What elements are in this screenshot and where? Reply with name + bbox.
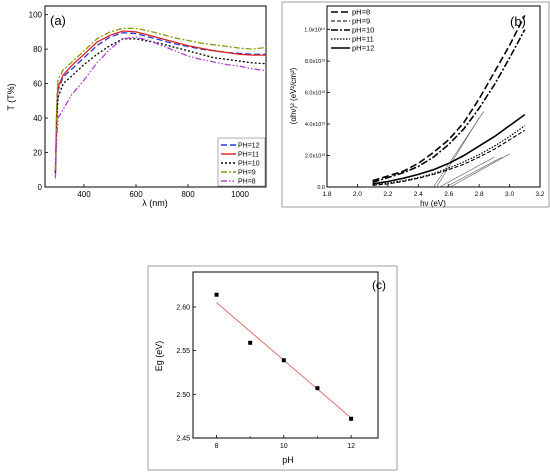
panel-a-legend-box [217,137,266,187]
panel-b-tangent-line [439,156,495,188]
panel-a-xtick-label: 400 [77,190,91,199]
panel-b-xtick-label: 1.8 [322,191,331,198]
panel-b-legend-label: pH=9 [352,17,370,26]
panel-c-data-point [281,358,286,363]
panel-a-legend-label: PH=9 [238,170,256,177]
panel-a-label: (a) [50,13,66,28]
panel-b-legend-label: pH=8 [352,8,370,17]
panel-a-legend-label: PH=10 [238,161,260,168]
panel-b-series-line [372,129,526,186]
panel-c-label: (c) [372,278,386,292]
panel-b-frame [281,1,550,208]
panel-a-legend-label: PH=12 [238,143,260,150]
panel-a-series [54,27,267,179]
panel-b-xtick-label: 2.2 [383,191,392,198]
panel-b-ytick-label: 1.0x10¹⁴ [304,27,325,34]
panel-b-xtick-label: 2.4 [414,191,423,198]
panel-c-xtick-label: 8 [215,443,219,450]
panel-a-ytick-label: 100 [29,11,43,20]
panel-b-xtick-label: 2.8 [475,191,484,198]
panel-c-ylabel: Eg (eV) [154,341,164,372]
panel-c-frame [147,265,398,471]
panel-a-ticks: 400 600 800 1000 0 20 40 60 80 100 [29,11,250,199]
panel-a-ylabel: T (T%) [6,83,16,110]
panel-b-legend-label: pH=12 [352,44,374,53]
panel-a-series-line [54,36,267,179]
panel-c-data-point [248,340,253,345]
panel-c-ticks: 8 10 12 2.45 2.50 2.55 2.60 [176,304,355,450]
panel-b-label: (b) [510,14,526,29]
panel-c-points [214,292,354,421]
panel-c-plot-frame [192,271,379,439]
panel-b-ticks: 1.8 2.0 2.2 2.4 2.6 2.8 3.0 3.2 0.0 2.0x10¹³ 4.0x1… [304,27,545,198]
panel-b-xtick-label: 2.6 [444,191,453,198]
panel-b-xtick-label: 3.2 [535,191,544,198]
panel-b-ytick-label: 8.0x10¹³ [305,59,325,65]
panel-b-ytick-label: 2.0x10¹³ [305,154,325,160]
panel-b-tangent-line [436,117,480,188]
panel-b-ytick-label: 4.0x10¹³ [305,122,325,128]
panel-c-data-point [349,416,354,421]
panel-a-legend-entries: PH=12 PH=11 PH=10 PH=9 PH=8 [221,143,260,186]
panel-a-series-line [54,32,266,174]
panel-a-xtick-label: 600 [129,190,143,199]
panel-b-ylabel: (αhν)² (eV²/cm²) [289,67,298,124]
panel-b-ytick-label: 0.0 [317,185,325,191]
panel-a-series-line [54,27,267,170]
panel-a-frame [44,5,267,188]
panel-a-series-line [54,30,266,174]
panel-a-legend-label: PH=11 [238,152,259,159]
panel-c-xlabel: pH [282,455,294,465]
panel-c-ytick-label: 2.60 [176,304,190,311]
panel-b-xlabel: hν (eV) [420,199,446,208]
panel-c-data-point [214,292,219,297]
panel-b-series-line [372,29,526,184]
panel-c-data-point [315,386,320,391]
panel-a-xlabel: λ (nm) [142,198,168,208]
panel-b-tangent-line [445,156,503,188]
panel-a-xtick-label: 800 [181,190,195,199]
panel-b-tangent-lines [433,111,510,188]
panel-a-ytick-label: 20 [33,149,42,158]
panel-c-ytick-label: 2.45 [176,436,190,443]
panel-b: (b) 1.8 2.0 2.2 2.4 2.6 2.8 3.0 3.2 0.0 2.0x10¹³ 4… [281,1,550,208]
panel-a-legend-label: PH=8 [238,179,256,186]
panel-a-ytick-label: 60 [33,80,42,89]
panel-c-ytick-label: 2.50 [176,392,190,399]
panel-c: (c) 8 10 12 2.45 2.50 2.55 2.60 pH Eg (eV) [147,265,398,471]
panel-a-ytick-label: 80 [33,45,42,54]
panel-b-xtick-label: 2.0 [353,191,362,198]
panel-b-series-line [372,125,526,186]
panel-a-series-line [54,38,267,174]
panel-b-legend-label: pH=11 [352,35,374,44]
panel-a: (a) 400 600 800 1000 0 20 40 60 80 100 λ (nm) T (… [6,5,267,208]
panel-a-legend: PH=12 PH=11 PH=10 PH=9 PH=8 [217,137,266,187]
panel-b-series-line [372,113,526,185]
panel-b-tangent-line [450,153,510,188]
panel-b-series-line [372,15,526,182]
panel-b-legend-label: pH=10 [352,26,374,35]
panel-a-xtick-label: 1000 [231,190,249,199]
panel-b-xtick-label: 3.0 [505,191,514,198]
panel-a-ytick-label: 40 [33,114,42,123]
panel-c-xtick-label: 10 [280,443,288,450]
panel-c-ytick-label: 2.55 [176,348,190,355]
panel-b-ytick-label: 6.0x10¹³ [305,91,325,97]
panel-b-series [372,15,526,186]
panel-a-ytick-label: 0 [38,183,43,192]
panel-c-xtick-label: 12 [347,443,355,450]
